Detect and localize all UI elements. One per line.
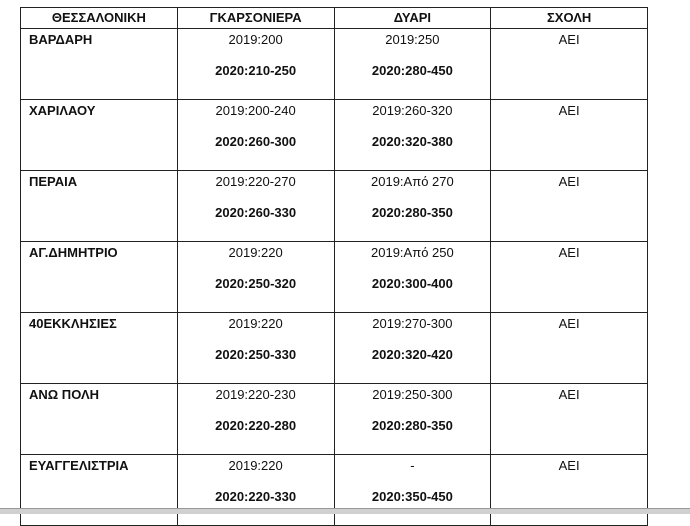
table-row: ΧΑΡΙΛΑΟΥ 2019:200-240 2020:260-300 2019:260… [20, 99, 648, 171]
two-room-2019: 2019:270-300 [372, 316, 453, 331]
studio-2020: 2020:220-280 [215, 418, 297, 433]
studio-cell: 2019:200 2020:210-250 [176, 28, 335, 100]
two-room-2019: 2019:Από 270 [371, 174, 454, 189]
two-room-2020: 2020:300-400 [371, 276, 453, 291]
two-room-2019: - [410, 458, 415, 473]
studio-2019: 2019:220 [228, 316, 283, 331]
header-area: ΘΕΣΣΑΛΟΝΙΚΗ [20, 7, 178, 29]
studio-cell: 2019:200-240 2020:260-300 [176, 99, 335, 171]
school-cell: ΑΕΙ [490, 99, 648, 171]
studio-2019: 2019:220 [228, 245, 283, 260]
header-two-room: ΔΥΑΡΙ [333, 7, 492, 29]
two-room-2020: 2020:320-380 [371, 134, 453, 149]
two-room-cell: 2019:260-320 2020:320-380 [333, 99, 492, 171]
header-row: ΘΕΣΣΑΛΟΝΙΚΗ ΓΚΑΡΣΟΝΙΕΡΑ ΔΥΑΡΙ ΣΧΟΛΗ [20, 7, 648, 29]
two-room-2019: 2019:Από 250 [371, 245, 454, 260]
two-room-2020: 2020:350-450 [371, 489, 453, 504]
window-bottom-edge [0, 508, 690, 514]
school-cell: ΑΕΙ [490, 241, 648, 313]
two-room-cell: 2019:Από 270 2020:280-350 [333, 170, 492, 242]
studio-2019: 2019:220 [228, 458, 283, 473]
two-room-cell: 2019:Από 250 2020:300-400 [333, 241, 492, 313]
studio-2019: 2019:220-230 [215, 387, 296, 402]
studio-2020: 2020:250-320 [215, 276, 297, 291]
two-room-2019: 2019:250 [385, 32, 440, 47]
school-cell: ΑΕΙ [490, 454, 648, 526]
rent-prices-table: ΘΕΣΣΑΛΟΝΙΚΗ ΓΚΑΡΣΟΝΙΕΡΑ ΔΥΑΡΙ ΣΧΟΛΗ ΒΑΡΔ… [20, 7, 648, 526]
two-room-2020: 2020:280-350 [371, 418, 453, 433]
two-room-2019: 2019:260-320 [372, 103, 453, 118]
studio-cell: 2019:220 2020:220-330 [176, 454, 335, 526]
two-room-2019: 2019:250-300 [372, 387, 453, 402]
area-cell: ΕΥΑΓΓΕΛΙΣΤΡΙΑ [20, 454, 178, 526]
studio-2019: 2019:200 [228, 32, 283, 47]
area-cell: ΑΓ.ΔΗΜΗΤΡΙΟ [20, 241, 178, 313]
area-cell: ΧΑΡΙΛΑΟΥ [20, 99, 178, 171]
table-row: ΕΥΑΓΓΕΛΙΣΤΡΙΑ 2019:220 2020:220-330 - 2020:3… [20, 454, 648, 526]
studio-cell: 2019:220 2020:250-320 [176, 241, 335, 313]
table-row: 40ΕΚΚΛΗΣΙΕΣ 2019:220 2020:250-330 2019:270-… [20, 312, 648, 384]
studio-cell: 2019:220-270 2020:260-330 [176, 170, 335, 242]
studio-2020: 2020:260-300 [215, 134, 297, 149]
studio-2020: 2020:210-250 [215, 63, 297, 78]
studio-2019: 2019:200-240 [215, 103, 296, 118]
area-cell: ΑΝΩ ΠΟΛΗ [20, 383, 178, 455]
studio-2020: 2020:260-330 [215, 205, 297, 220]
header-studio: ΓΚΑΡΣΟΝΙΕΡΑ [176, 7, 335, 29]
two-room-2020: 2020:320-420 [371, 347, 453, 362]
two-room-cell: 2019:250-300 2020:280-350 [333, 383, 492, 455]
table-row: ΒΑΡΔΑΡΗ 2019:200 2020:210-250 2019:250 2020:… [20, 28, 648, 100]
studio-2020: 2020:220-330 [215, 489, 297, 504]
table-row: ΑΝΩ ΠΟΛΗ 2019:220-230 2020:220-280 2019:250… [20, 383, 648, 455]
studio-2020: 2020:250-330 [215, 347, 297, 362]
school-cell: ΑΕΙ [490, 312, 648, 384]
header-school: ΣΧΟΛΗ [490, 7, 648, 29]
table-row: ΠΕΡΑΙΑ 2019:220-270 2020:260-330 2019:Από 2… [20, 170, 648, 242]
area-cell: ΒΑΡΔΑΡΗ [20, 28, 178, 100]
area-cell: ΠΕΡΑΙΑ [20, 170, 178, 242]
table-row: ΑΓ.ΔΗΜΗΤΡΙΟ 2019:220 2020:250-320 2019:Από … [20, 241, 648, 313]
two-room-cell: - 2020:350-450 [333, 454, 492, 526]
two-room-2020: 2020:280-450 [371, 63, 453, 78]
two-room-2020: 2020:280-350 [371, 205, 453, 220]
school-cell: ΑΕΙ [490, 28, 648, 100]
two-room-cell: 2019:270-300 2020:320-420 [333, 312, 492, 384]
studio-2019: 2019:220-270 [215, 174, 296, 189]
two-room-cell: 2019:250 2020:280-450 [333, 28, 492, 100]
studio-cell: 2019:220 2020:250-330 [176, 312, 335, 384]
studio-cell: 2019:220-230 2020:220-280 [176, 383, 335, 455]
school-cell: ΑΕΙ [490, 383, 648, 455]
school-cell: ΑΕΙ [490, 170, 648, 242]
area-cell: 40ΕΚΚΛΗΣΙΕΣ [20, 312, 178, 384]
